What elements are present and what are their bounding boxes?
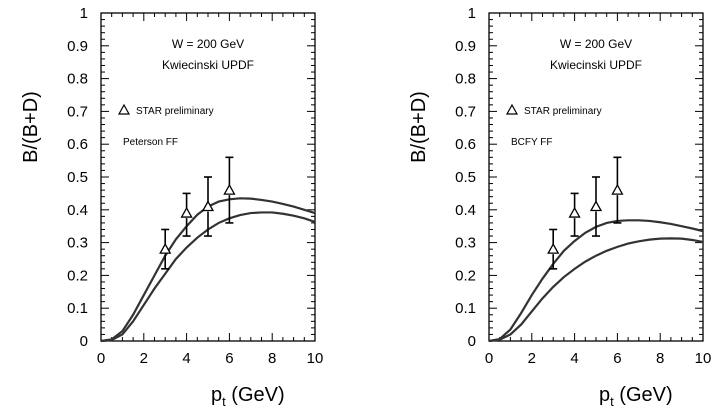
y-tick-label: 0.4 (455, 202, 476, 219)
y-tick-label: 0.6 (455, 136, 476, 153)
x-tick-label: 8 (268, 350, 276, 367)
x-tick-label: 8 (656, 350, 664, 367)
y-tick-label: 0.6 (67, 136, 88, 153)
y-tick-label: 0.5 (455, 169, 476, 186)
x-tick-label: 2 (140, 350, 148, 367)
x-tick-label: 0 (485, 350, 493, 367)
y-tick-label: 0.7 (67, 103, 88, 120)
x-axis-title: pt (GeV) (211, 384, 285, 409)
data-point (547, 242, 560, 254)
annotation-updf: Kwiecinski UPDF (550, 58, 642, 72)
x-tick-label: 6 (613, 350, 621, 367)
data-point (159, 242, 172, 254)
data-point (611, 183, 624, 195)
y-tick-label: 0.9 (455, 38, 476, 55)
data-point (568, 206, 581, 218)
y-tick-label: 0.1 (455, 300, 476, 317)
data-point (589, 200, 603, 212)
y-tick-label: 0.7 (455, 103, 476, 120)
y-tick-label: 0.3 (67, 235, 88, 252)
annotation-ff: BCFY FF (511, 137, 552, 148)
x-axis-title: pt (GeV) (599, 384, 673, 409)
y-tick-label: 0 (80, 333, 88, 350)
y-axis-title: B/(B+D) (20, 91, 42, 163)
legend-label: STAR preliminary (524, 106, 602, 117)
x-tick-label: 2 (528, 350, 536, 367)
chart-panel-1: 0 2 4 6 8 10 0 0.1 0.2 0.3 0.4 0.5 0.6 0.7 0.8 0.9 1 B/(B… (20, 5, 323, 409)
annotation-energy: W = 200 GeV (172, 37, 244, 51)
series-line-2 (488, 237, 704, 343)
y-tick-label: 1 (80, 5, 88, 22)
legend-triangle-icon (117, 103, 131, 115)
annotation-ff: Peterson FF (123, 137, 178, 148)
x-tick-label: 10 (307, 350, 324, 367)
data-point (180, 206, 193, 218)
y-tick-label: 0.8 (455, 71, 476, 88)
y-axis-title: B/(B+D) (408, 91, 430, 163)
x-tick-label: 0 (97, 350, 105, 367)
y-tick-label: 0.5 (67, 169, 88, 186)
annotation-energy: W = 200 GeV (560, 37, 632, 51)
y-tick-label: 0 (468, 333, 476, 350)
y-tick-label: 0.2 (67, 267, 88, 284)
y-tick-label: 0.9 (67, 38, 88, 55)
y-tick-label: 0.1 (67, 300, 88, 317)
legend-triangle-icon (505, 103, 519, 115)
x-tick-label: 10 (695, 350, 712, 367)
x-tick-label: 4 (570, 350, 578, 367)
x-tick-label: 6 (225, 350, 233, 367)
y-tick-label: 0.3 (455, 235, 476, 252)
y-tick-label: 0.2 (455, 267, 476, 284)
data-point (201, 200, 215, 212)
chart-panel-2: 0 2 4 6 8 10 0 0.1 0.2 0.3 0.4 0.5 0.6 0.7 0.8 0.9 1 B/(B… (408, 5, 711, 409)
y-tick-label: 0.4 (67, 202, 88, 219)
y-tick-label: 1 (468, 5, 476, 22)
y-tick-label: 0.8 (67, 71, 88, 88)
data-point (223, 183, 236, 195)
annotation-updf: Kwiecinski UPDF (162, 58, 254, 72)
x-tick-label: 4 (182, 350, 190, 367)
legend-label: STAR preliminary (136, 106, 214, 117)
